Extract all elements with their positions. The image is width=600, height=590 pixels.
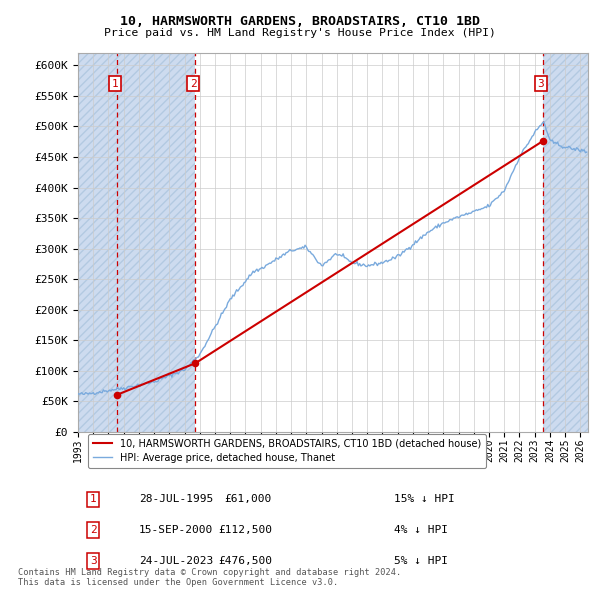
Point [538, 136, 548, 146]
Text: 3: 3 [538, 78, 544, 88]
Legend: 10, HARMSWORTH GARDENS, BROADSTAIRS, CT10 1BD (detached house), HPI: Average pri: 10, HARMSWORTH GARDENS, BROADSTAIRS, CT1… [88, 434, 486, 468]
Text: 15% ↓ HPI: 15% ↓ HPI [394, 494, 455, 504]
Text: £476,500: £476,500 [218, 556, 272, 566]
Text: £61,000: £61,000 [224, 494, 272, 504]
Text: Price paid vs. HM Land Registry's House Price Index (HPI): Price paid vs. HM Land Registry's House … [104, 28, 496, 38]
Text: 2: 2 [190, 78, 196, 88]
Text: 5% ↓ HPI: 5% ↓ HPI [394, 556, 448, 566]
Text: 1: 1 [112, 78, 118, 88]
Text: 3: 3 [90, 556, 97, 566]
Text: 2: 2 [90, 525, 97, 535]
Text: 4% ↓ HPI: 4% ↓ HPI [394, 525, 448, 535]
Text: 24-JUL-2023: 24-JUL-2023 [139, 556, 214, 566]
Point [112, 390, 122, 399]
Text: 15-SEP-2000: 15-SEP-2000 [139, 525, 214, 535]
Point [191, 359, 200, 368]
Text: 1: 1 [90, 494, 97, 504]
Text: 28-JUL-1995: 28-JUL-1995 [139, 494, 214, 504]
Text: £112,500: £112,500 [218, 525, 272, 535]
Bar [117, 53, 196, 432]
Bar [543, 53, 588, 432]
Text: Contains HM Land Registry data © Crown copyright and database right 2024.
This d: Contains HM Land Registry data © Crown c… [18, 568, 401, 587]
Bar [78, 53, 117, 432]
Text: 10, HARMSWORTH GARDENS, BROADSTAIRS, CT10 1BD: 10, HARMSWORTH GARDENS, BROADSTAIRS, CT1… [120, 15, 480, 28]
